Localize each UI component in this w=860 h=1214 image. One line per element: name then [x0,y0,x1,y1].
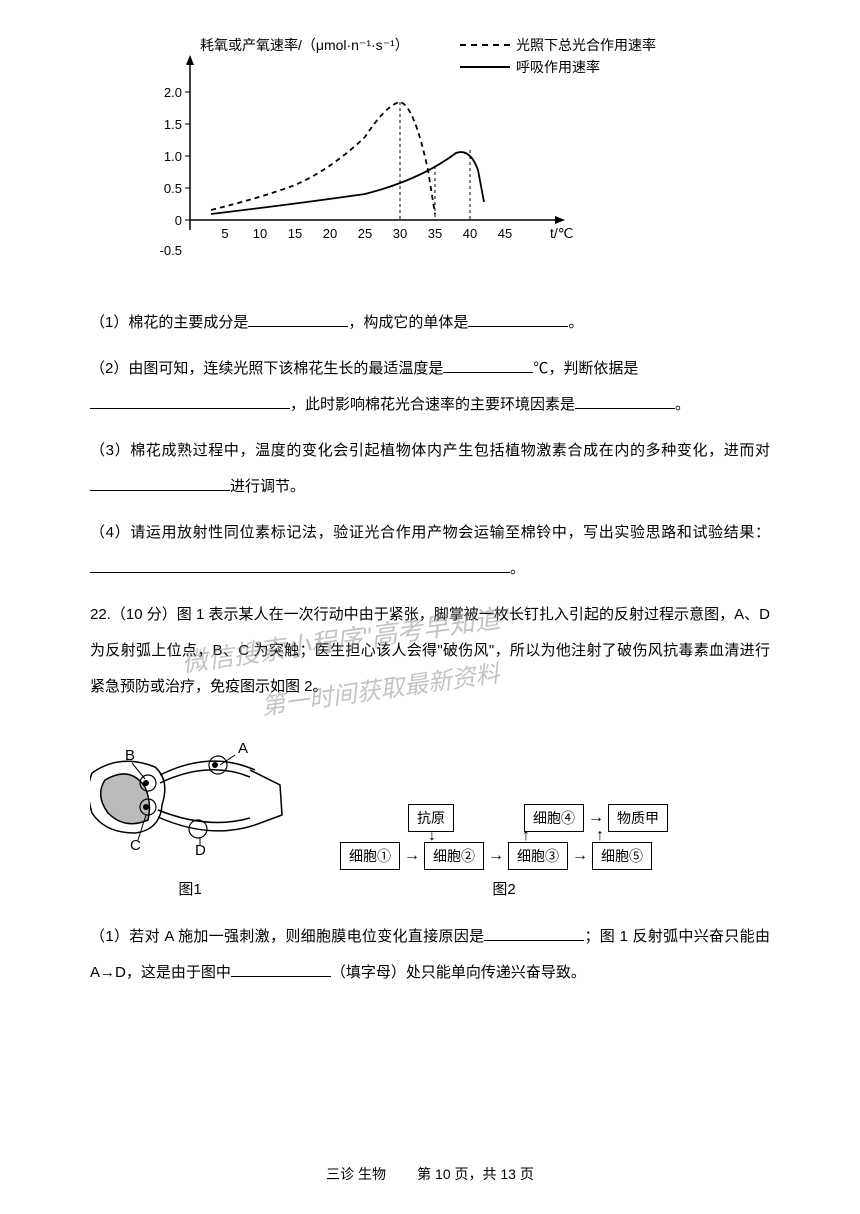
page-footer: 三诊 生物 第 10 页，共 13 页 [0,1164,860,1184]
up-arrow-icon: ↑ [522,828,530,844]
question-4: （4）请运用放射性同位素标记法，验证光合作用产物会运输至棉铃中，写出实验思路和试… [90,515,770,587]
legend-label-1: 光照下总光合作用速率 [516,35,656,55]
svg-text:2.0: 2.0 [164,85,182,100]
chart-legend: 光照下总光合作用速率 呼吸作用速率 [460,35,656,79]
arrow-icon: → [404,848,420,864]
svg-text:-0.5: -0.5 [160,243,182,258]
svg-text:5: 5 [221,226,228,241]
svg-text:A: A [238,740,248,757]
box-cell4: 细胞④ [524,804,584,832]
question-2: （2）由图可知，连续光照下该棉花生长的最适温度是℃，判断依据是 ，此时影响棉花光… [90,351,770,423]
svg-text:B: B [125,747,135,764]
footer-subject: 三诊 生物 [326,1166,386,1182]
question-3: （3）棉花成熟过程中，温度的变化会引起植物体内产生包括植物激素合成在内的多种变化… [90,433,770,505]
svg-text:1.0: 1.0 [164,149,182,164]
question-22-stem: 22.（10 分）图 1 表示某人在一次行动中由于紧张，脚掌被一枚长钉扎入引起的… [90,597,770,705]
figure-2: 抗原 细胞④ → 物质甲 细胞① → 细胞② → 细胞③ → 细胞⑤ ↓ ↑ [340,804,668,899]
question-22-1: （1）若对 A 施加一强刺激，则细胞膜电位变化直接原因是；图 1 反射弧中兴奋只… [90,919,770,991]
legend-dashed-line [460,44,510,46]
svg-text:0: 0 [175,213,182,228]
svg-text:35: 35 [428,226,442,241]
box-substance: 物质甲 [608,804,668,832]
svg-text:45: 45 [498,226,512,241]
legend-label-2: 呼吸作用速率 [516,57,600,77]
down-arrow-icon: ↓ [428,828,436,844]
question-1: （1）棉花的主要成分是，构成它的单体是。 [90,305,770,341]
figure-1: A B C D 图1 [90,725,290,899]
svg-text:1.5: 1.5 [164,117,182,132]
box-cell5: 细胞⑤ [592,842,652,870]
arrow-icon: → [588,810,604,826]
box-cell3: 细胞③ [508,842,568,870]
svg-text:10: 10 [253,226,267,241]
svg-text:C: C [130,837,141,854]
up-arrow-icon: ↑ [596,828,604,844]
box-cell2: 细胞② [424,842,484,870]
svg-text:40: 40 [463,226,477,241]
figures-row: A B C D 图1 抗原 细胞④ → 物质甲 细胞① [90,725,770,899]
svg-text:30: 30 [393,226,407,241]
svg-text:t/℃: t/℃ [550,225,574,241]
legend-solid-line [460,66,510,68]
arrow-icon: → [572,848,588,864]
footer-page: 第 10 页，共 13 页 [417,1166,534,1182]
figure-2-label: 图2 [340,878,668,899]
figure-1-label: 图1 [90,878,290,899]
arrow-icon: → [488,848,504,864]
line-chart: 0 0.5 1.0 1.5 2.0 -0.5 5 10 15 20 25 30 … [130,30,770,275]
chart-y-title: 耗氧或产氧速率/（μmol·n⁻¹·s⁻¹） [200,37,409,53]
svg-text:15: 15 [288,226,302,241]
svg-text:20: 20 [323,226,337,241]
svg-text:25: 25 [358,226,372,241]
svg-text:0.5: 0.5 [164,181,182,196]
box-cell1: 细胞① [340,842,400,870]
